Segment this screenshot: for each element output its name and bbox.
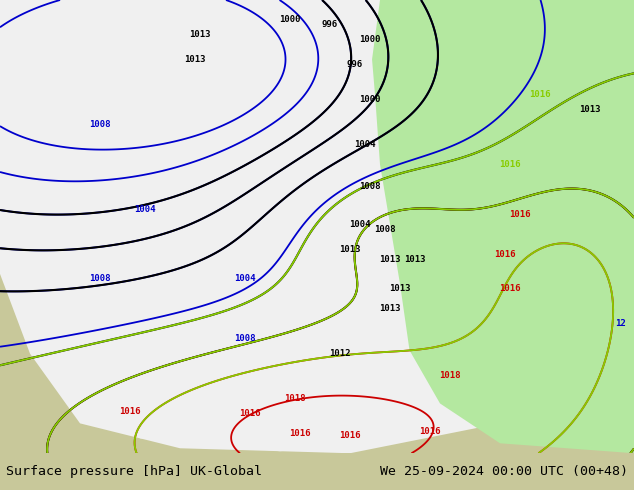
Text: 1016: 1016 xyxy=(239,409,261,418)
Text: 1008: 1008 xyxy=(359,182,381,191)
Text: 1013: 1013 xyxy=(190,30,210,39)
Text: 1008: 1008 xyxy=(374,224,396,234)
Text: 1008: 1008 xyxy=(89,274,111,283)
Polygon shape xyxy=(0,0,410,451)
Text: 1004: 1004 xyxy=(234,274,256,283)
Text: We 25-09-2024 00:00 UTC (00+48): We 25-09-2024 00:00 UTC (00+48) xyxy=(380,465,628,478)
Text: 1016: 1016 xyxy=(119,407,141,416)
Text: 1016: 1016 xyxy=(339,431,361,440)
Text: 1016: 1016 xyxy=(529,90,551,99)
Text: 1018: 1018 xyxy=(284,394,306,403)
Text: 1008: 1008 xyxy=(234,334,256,343)
Polygon shape xyxy=(0,0,634,453)
Text: 1013: 1013 xyxy=(579,105,601,114)
Text: 1000: 1000 xyxy=(359,95,381,104)
Text: 1013: 1013 xyxy=(379,304,401,313)
Text: 1018: 1018 xyxy=(439,371,461,380)
Text: 1016: 1016 xyxy=(419,427,441,436)
Text: 1013: 1013 xyxy=(389,284,411,294)
Text: 1004: 1004 xyxy=(134,205,156,214)
Text: 1016: 1016 xyxy=(289,429,311,438)
Text: 1013: 1013 xyxy=(404,254,426,264)
Text: 1016: 1016 xyxy=(495,249,515,259)
Text: 1013: 1013 xyxy=(339,245,361,253)
Text: 996: 996 xyxy=(322,21,338,29)
Text: 1012: 1012 xyxy=(329,349,351,358)
Text: 1016: 1016 xyxy=(509,210,531,219)
Text: 1016: 1016 xyxy=(499,284,521,294)
Text: 1000: 1000 xyxy=(279,15,301,24)
Text: 1000: 1000 xyxy=(359,35,381,45)
Text: 1004: 1004 xyxy=(349,220,371,229)
Text: 1013: 1013 xyxy=(184,55,206,64)
Text: 1004: 1004 xyxy=(354,140,376,149)
Text: 996: 996 xyxy=(347,60,363,69)
Text: 12: 12 xyxy=(614,319,625,328)
Text: 1008: 1008 xyxy=(89,120,111,129)
Polygon shape xyxy=(360,0,634,453)
Text: 1016: 1016 xyxy=(499,160,521,169)
Text: 1013: 1013 xyxy=(379,254,401,264)
Text: Surface pressure [hPa] UK-Global: Surface pressure [hPa] UK-Global xyxy=(6,465,262,478)
